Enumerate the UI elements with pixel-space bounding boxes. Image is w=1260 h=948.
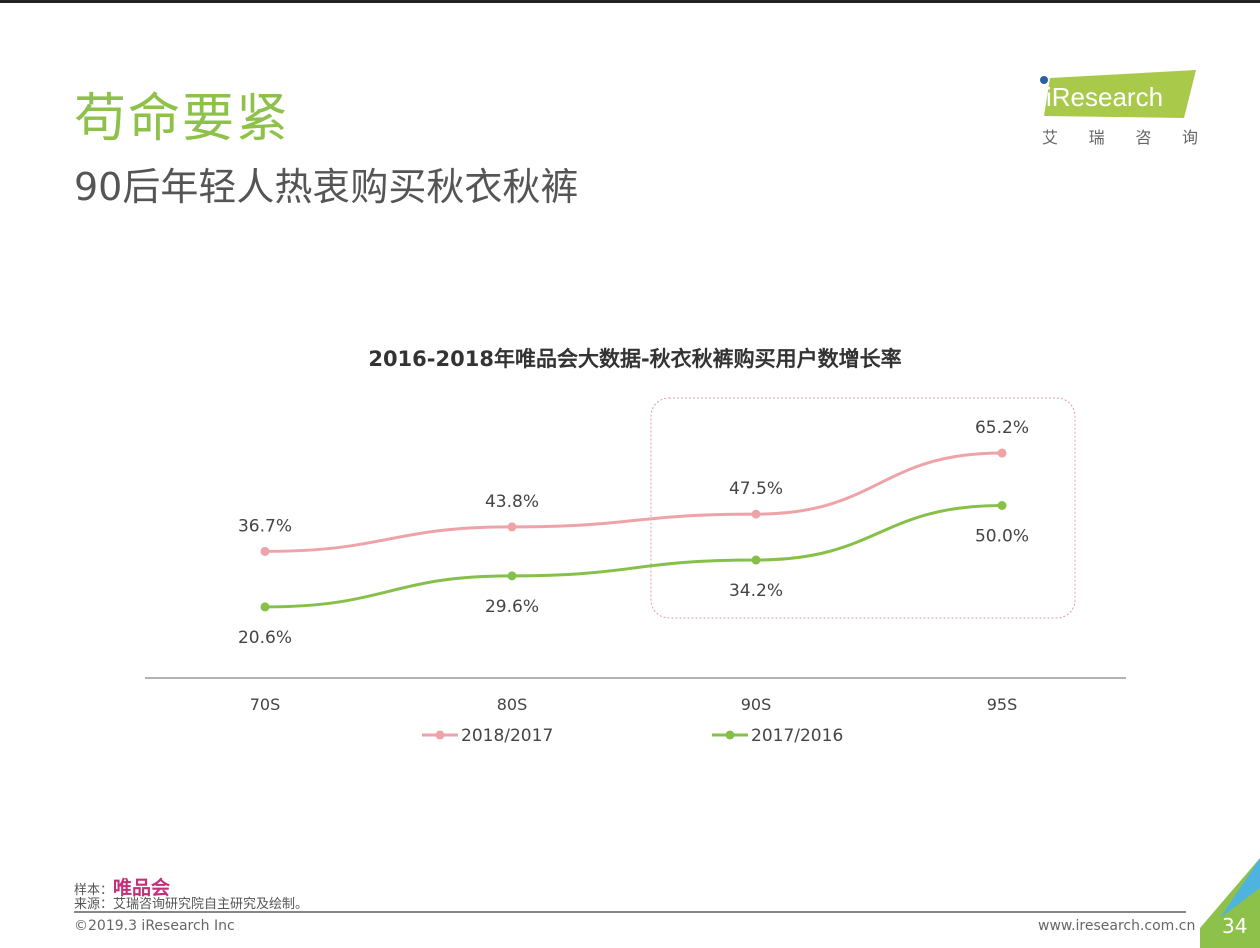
data-label: 47.5%: [729, 479, 783, 499]
data-label: 43.8%: [485, 492, 539, 512]
highlight-box: [650, 397, 1076, 619]
logo-subtitle: 艾 瑞 咨 询: [1042, 124, 1198, 148]
svg-text:iResearch: iResearch: [1046, 82, 1163, 112]
data-label: 34.2%: [729, 581, 783, 601]
logo-char: 瑞: [1088, 128, 1105, 147]
data-point: [751, 509, 761, 519]
legend-label: 2017/2016: [751, 726, 843, 746]
data-label: 29.6%: [485, 597, 539, 617]
sample-label: 样本：: [74, 883, 114, 898]
page-subtitle: 90后年轻人热衷购买秋衣秋裤: [74, 165, 579, 209]
sample-brand: 唯品会: [113, 877, 171, 899]
corner-decoration: [1200, 858, 1260, 948]
data-point: [507, 571, 517, 581]
data-label: 20.6%: [238, 628, 292, 648]
x-tick-label: 95S: [987, 695, 1018, 714]
data-point: [260, 546, 270, 556]
x-tick-label: 90S: [741, 695, 772, 714]
x-tick-label: 70S: [250, 695, 281, 714]
chart-title: 2016-2018年唯品会大数据-秋衣秋裤购买用户数增长率: [368, 347, 902, 371]
series-line-2018/2017: [264, 451, 1003, 553]
legend-marker: [435, 730, 445, 740]
x-tick-label: 80S: [497, 695, 528, 714]
data-label: 36.7%: [238, 516, 292, 536]
top-border: [0, 0, 1260, 3]
page-title: 苟命要紧: [74, 89, 291, 149]
source-note: 来源：艾瑞咨询研究院自主研究及绘制。: [74, 897, 309, 912]
logo-char: 询: [1181, 128, 1198, 147]
website-link[interactable]: www.iresearch.com.cn: [1038, 918, 1196, 934]
copyright: ©2019.3 iResearch Inc: [74, 918, 235, 934]
footer-divider: [74, 911, 1186, 913]
data-point: [751, 555, 761, 565]
data-point: [507, 522, 517, 532]
logo-char: 艾: [1042, 128, 1059, 147]
sample-note: 样本：唯品会: [74, 873, 170, 900]
data-point: [260, 602, 270, 612]
data-label: 50.0%: [975, 527, 1029, 547]
data-point: [997, 448, 1007, 458]
logo-char: 咨: [1135, 128, 1152, 147]
legend-marker: [725, 730, 735, 740]
series-line-2017/2016: [264, 504, 1003, 609]
data-point: [997, 501, 1007, 510]
legend-label: 2018/2017: [461, 726, 553, 746]
page-number: 34: [1222, 914, 1248, 938]
iresearch-logo: iResearch: [1040, 70, 1196, 118]
data-label: 65.2%: [975, 418, 1029, 438]
